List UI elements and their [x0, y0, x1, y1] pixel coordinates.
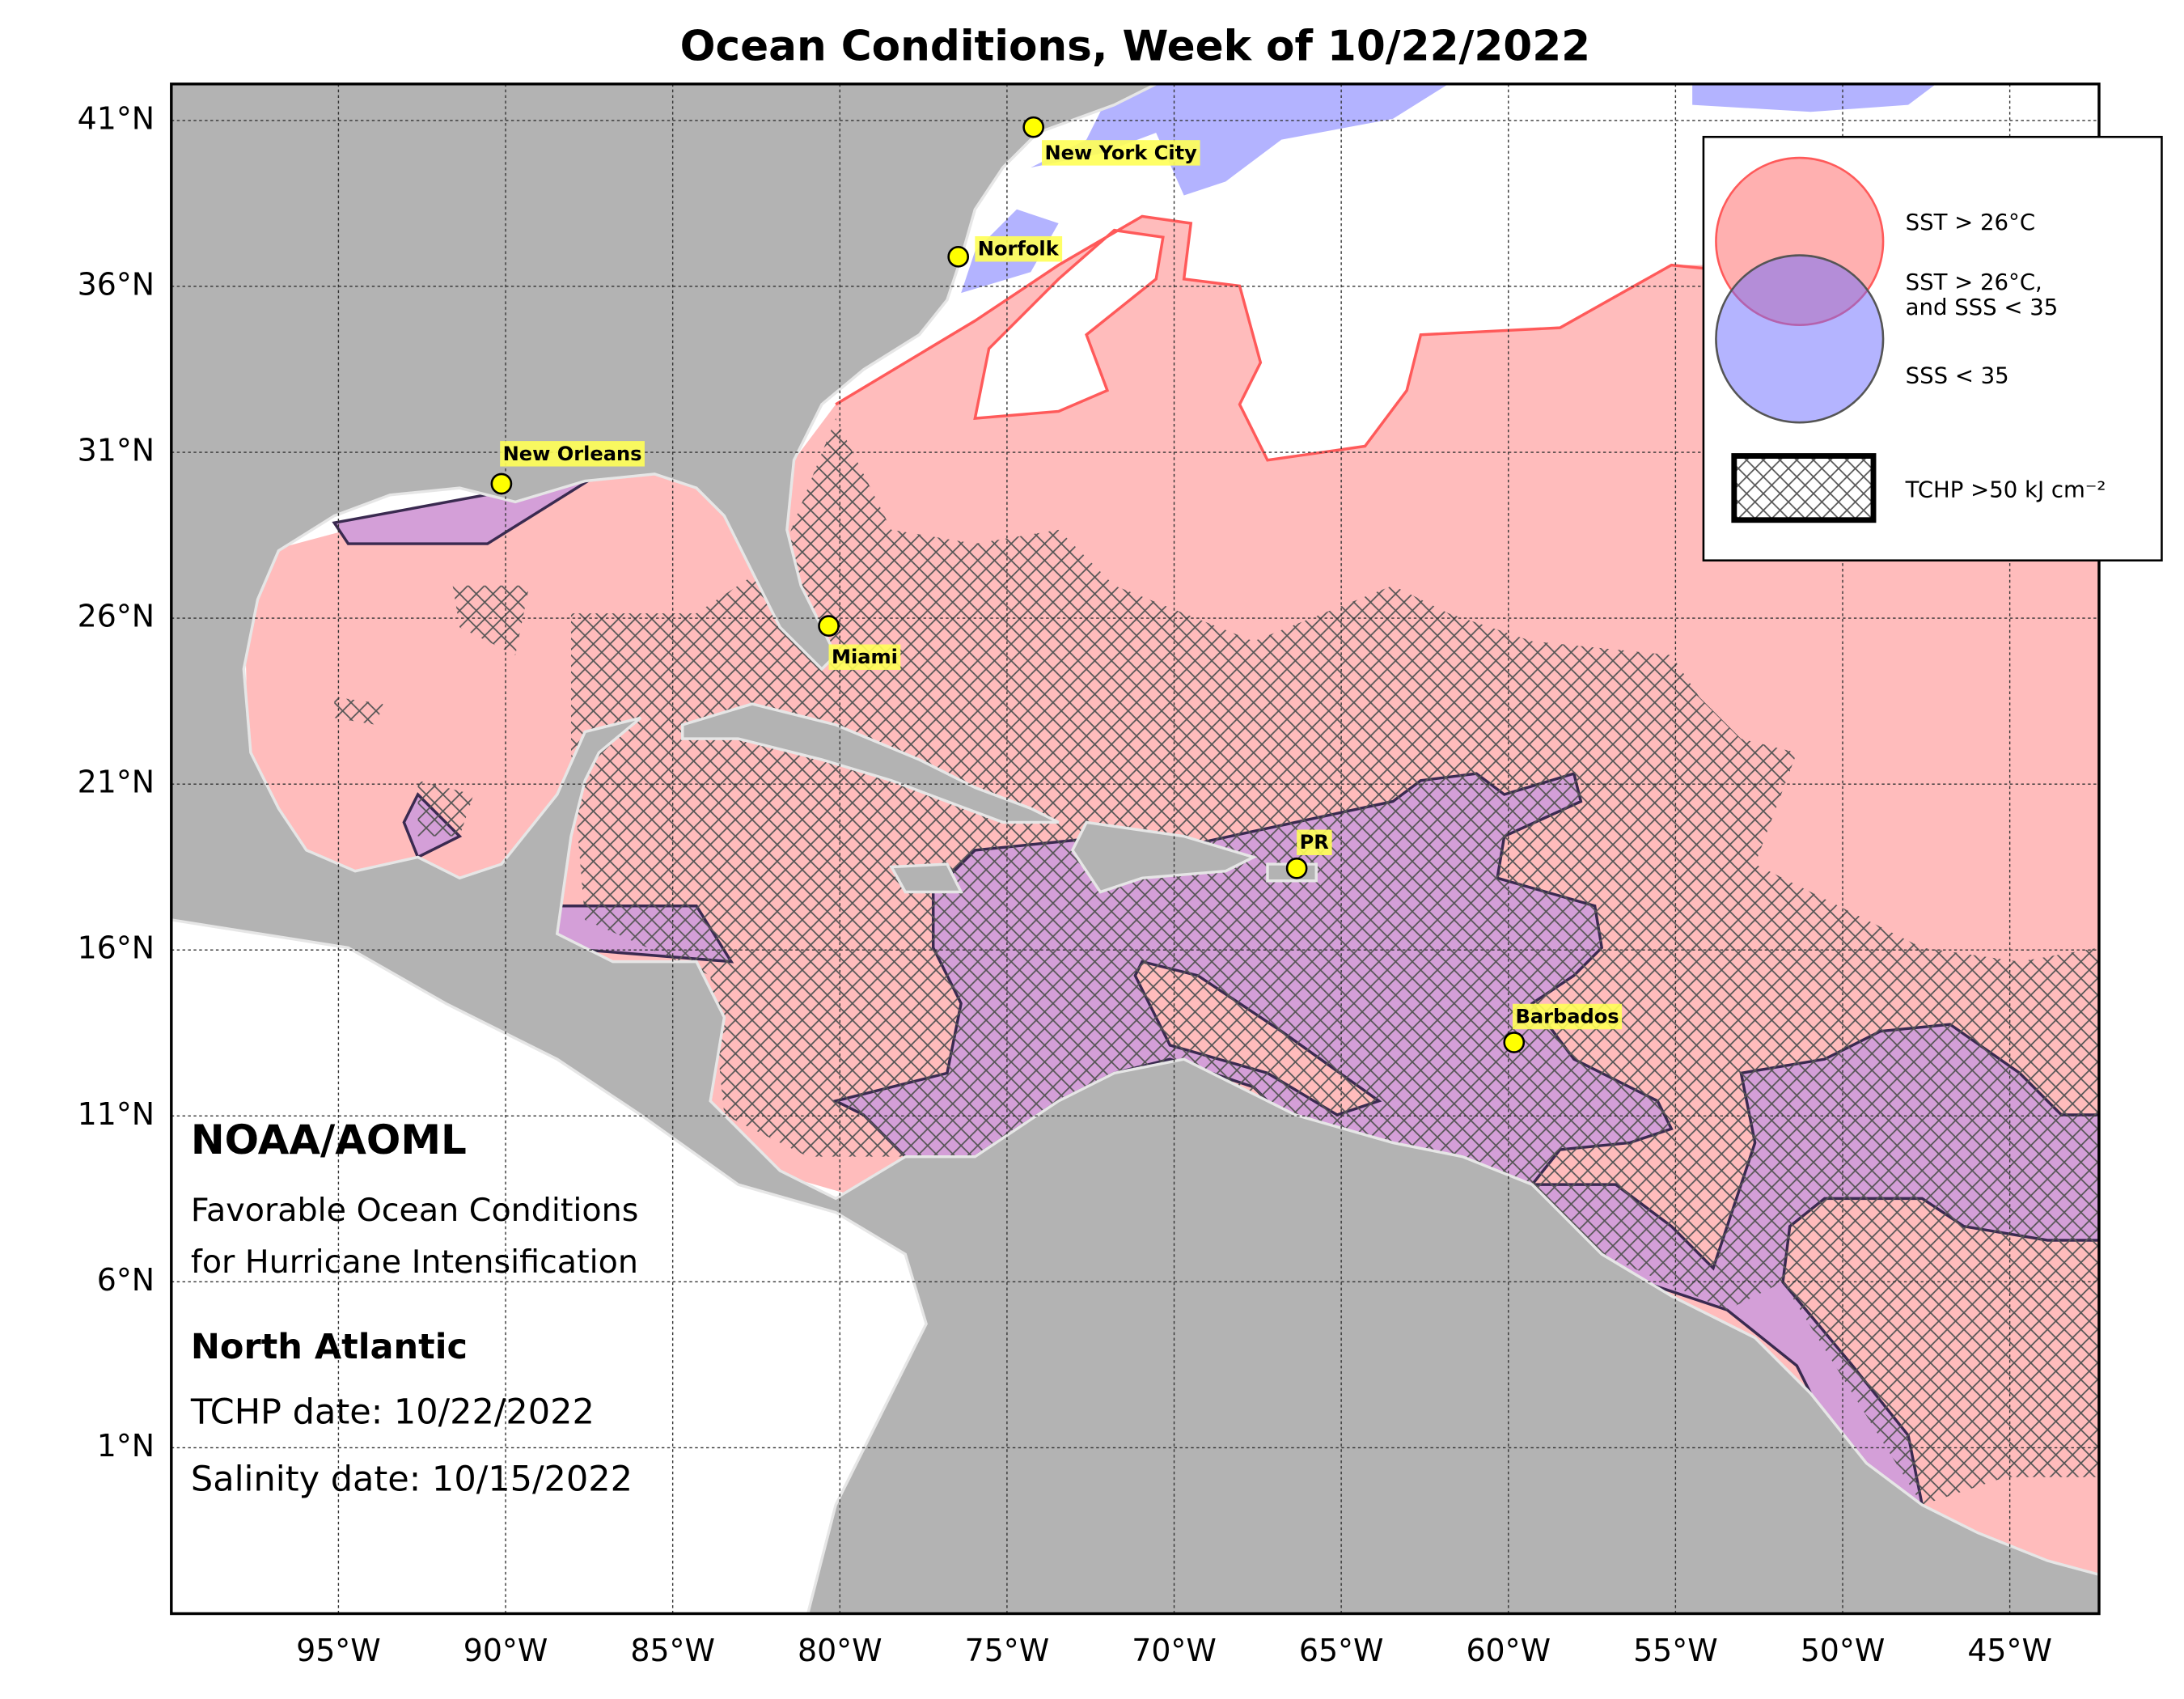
legend-label: SST > 26°C,: [1906, 269, 2042, 295]
lat-tick-label: 36°N: [78, 266, 154, 302]
city-marker: [1503, 1032, 1526, 1053]
lon-tick-label: 45°W: [1967, 1633, 2052, 1668]
city-label: Miami: [832, 646, 898, 668]
legend-tchp-swatch: [1731, 453, 1877, 523]
info-panel: NOAA/AOML Favorable Ocean Conditions for…: [190, 1116, 638, 1499]
sss-region: [961, 83, 1936, 294]
city-label: Norfolk: [978, 238, 1060, 261]
info-date: Salinity date: 10/15/2022: [191, 1459, 633, 1499]
city-label-bg: [975, 235, 1063, 262]
info-subtitle: for Hurricane Intensification: [191, 1244, 638, 1281]
city-marker: [818, 615, 840, 637]
lat-tick-label: 26°N: [78, 599, 154, 634]
land: [171, 83, 2099, 1614]
tick-labels: 95°W 90°W 85°W 80°W 75°W 70°W 65°W 60°W 55°W 50°W…: [78, 100, 2052, 1668]
lon-tick-label: 85°W: [630, 1633, 715, 1668]
lat-tick-label: 11°N: [78, 1096, 154, 1132]
lat-tick-label: 41°N: [78, 100, 154, 136]
legend-label: SSS < 35: [1906, 362, 2009, 388]
lat-tick-label: 6°N: [97, 1262, 154, 1298]
city-label-bg: [500, 441, 645, 467]
info-subtitle: Favorable Ocean Conditions: [191, 1192, 638, 1229]
legend-label: and SSS < 35: [1906, 294, 2059, 320]
city-label-bg: [1297, 829, 1332, 855]
city-marker: [947, 245, 970, 268]
islands: [681, 702, 1318, 894]
lat-tick-label: 1°N: [97, 1428, 154, 1464]
lon-tick-label: 95°W: [296, 1633, 381, 1668]
lon-tick-label: 80°W: [798, 1633, 882, 1668]
tchp-region: [334, 418, 2099, 1506]
info-date: TCHP date: 10/22/2022: [190, 1392, 595, 1433]
info-region: North Atlantic: [191, 1327, 468, 1367]
lat-tick-label: 31°N: [78, 433, 154, 468]
city-label-bg: [828, 644, 901, 670]
lon-tick-label: 75°W: [965, 1633, 1050, 1668]
legend: SST > 26°C SST > 26°C, and SSS < 35 SSS …: [1702, 135, 2163, 561]
legend-label: SST > 26°C: [1906, 210, 2035, 235]
city-marker: [1022, 116, 1045, 138]
city-label: New York City: [1044, 142, 1197, 164]
city-label-bg: [1042, 140, 1200, 166]
lat-tick-label: 16°N: [78, 930, 154, 966]
lon-tick-label: 90°W: [463, 1633, 548, 1668]
city-label: PR: [1300, 831, 1330, 854]
map-frame: [170, 83, 2101, 1616]
city-marker: [490, 472, 513, 495]
lon-tick-label: 50°W: [1801, 1633, 1886, 1668]
lon-tick-label: 70°W: [1132, 1633, 1217, 1668]
city-markers: New York City Norfolk New Orleans Miami PR Ba…: [490, 116, 1623, 1053]
info-org: NOAA/AOML: [191, 1116, 467, 1163]
map-title: Ocean Conditions, Week of 10/22/2022: [680, 23, 1590, 71]
lon-tick-label: 60°W: [1466, 1633, 1551, 1668]
city-label: New Orleans: [503, 443, 642, 465]
city-label: Barbados: [1515, 1005, 1619, 1027]
city-marker: [1285, 857, 1308, 879]
sst-region-outline: [835, 214, 1811, 462]
legend-label: TCHP >50 kJ cm⁻²: [1905, 477, 2106, 503]
city-label-bg: [1513, 1003, 1623, 1030]
lon-tick-label: 65°W: [1299, 1633, 1384, 1668]
lon-tick-label: 55°W: [1633, 1633, 1718, 1668]
legend-sss-swatch: [1715, 254, 1885, 424]
lat-tick-label: 21°N: [78, 765, 154, 800]
